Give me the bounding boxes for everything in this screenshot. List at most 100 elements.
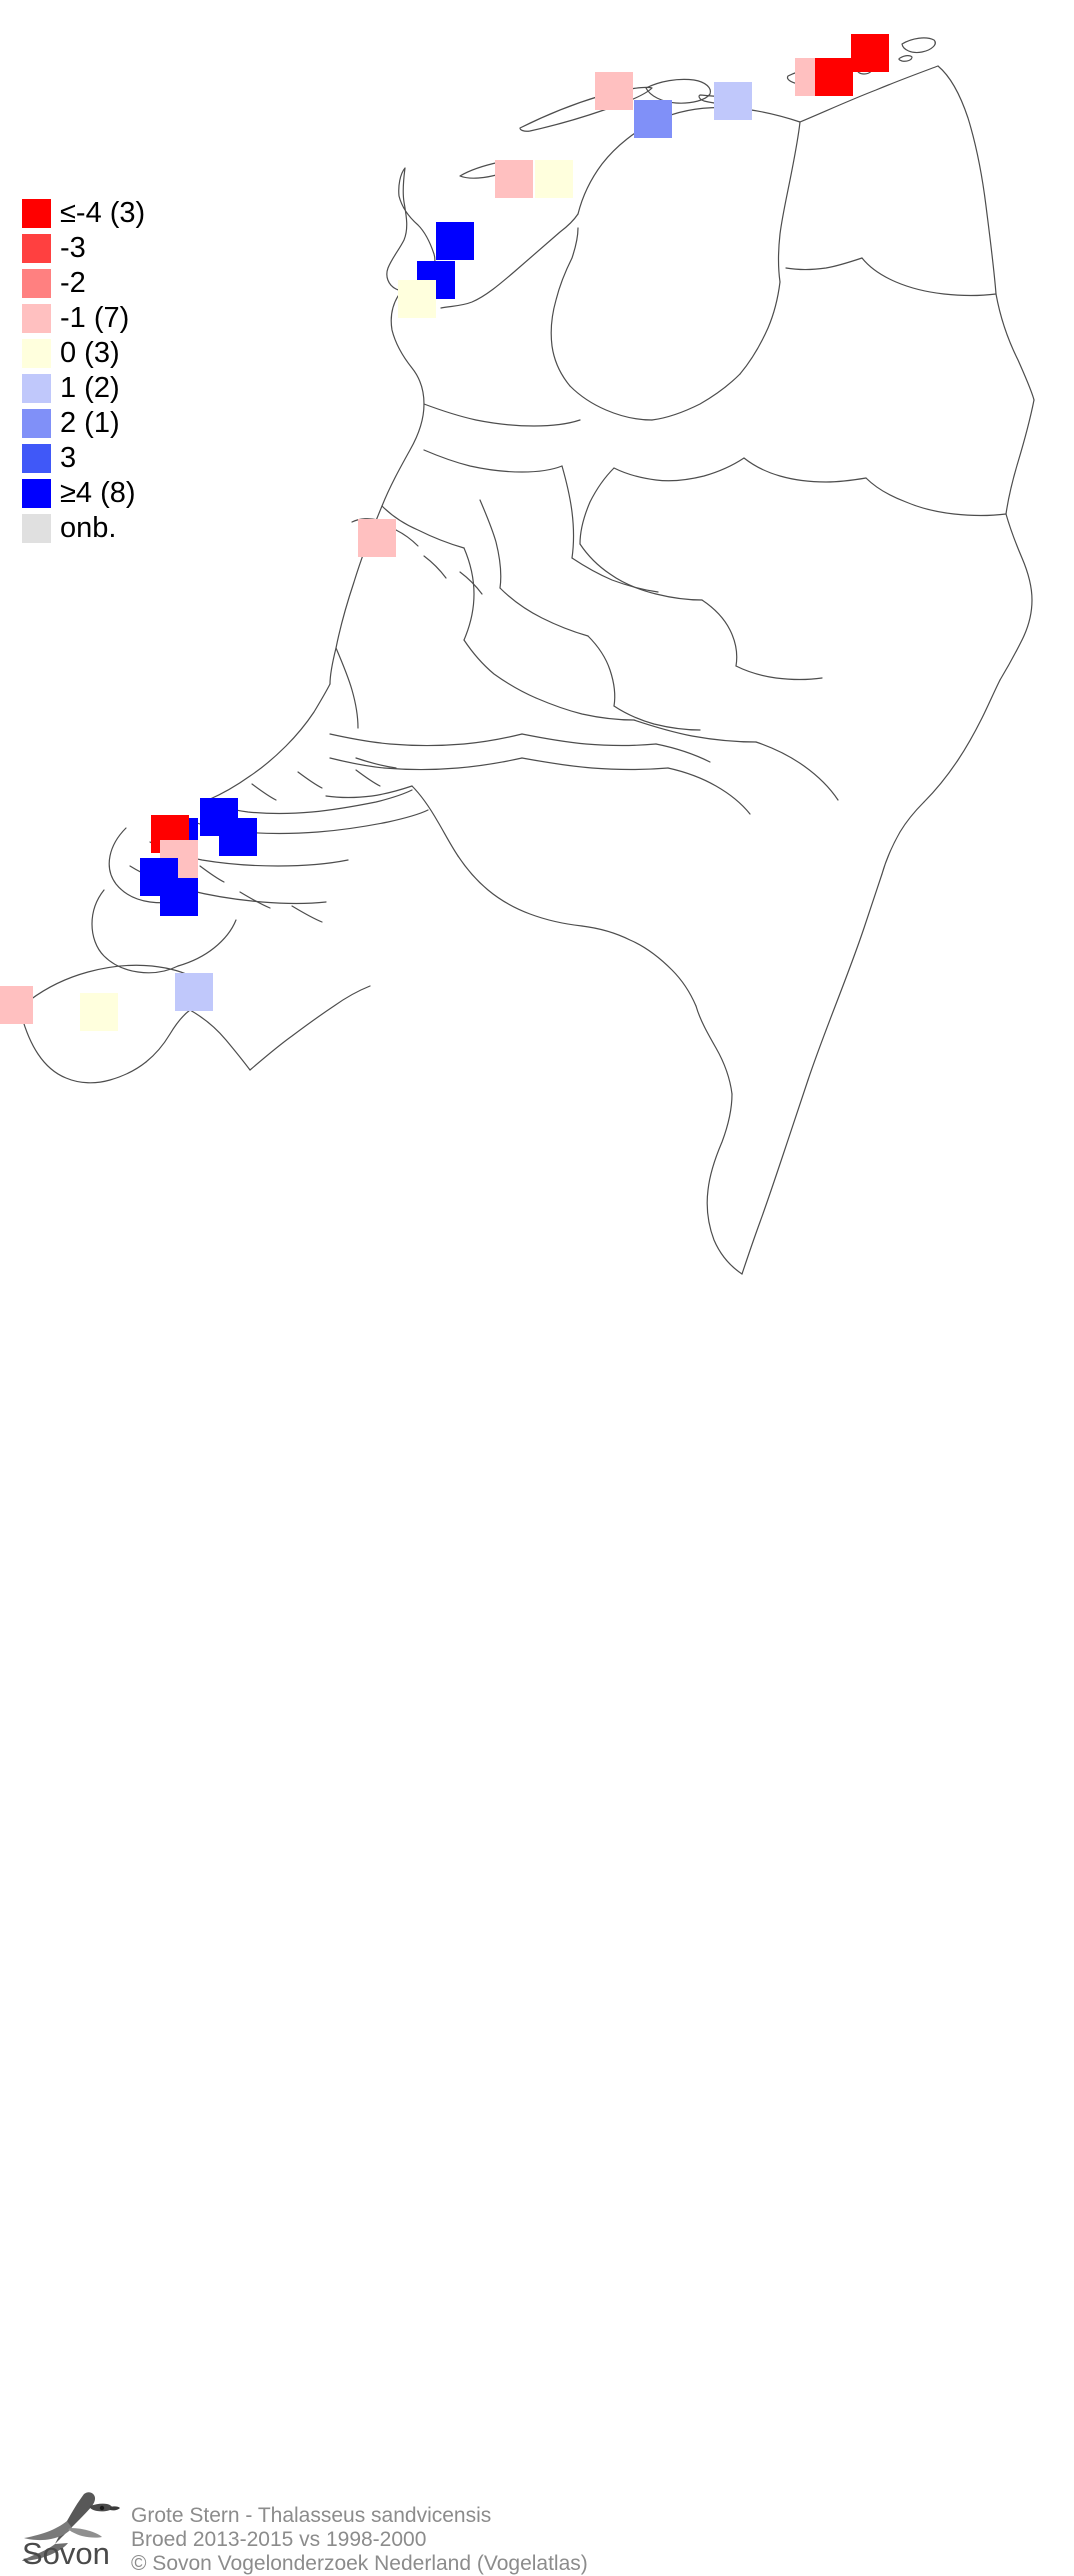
legend-row-1: -1 (7): [22, 301, 212, 336]
grid-cell-1: [0, 986, 33, 1024]
border-east-achterhoek: [923, 679, 1001, 803]
border-friesland-drenthe: [739, 281, 781, 375]
grid-cell-0: [398, 280, 436, 318]
zeeuws-vlaanderen-south: [19, 1009, 147, 1084]
legend-row-onb: onb.: [22, 511, 212, 546]
legend-swatch-icon: [22, 304, 51, 333]
caption-species: Grote Stern - Thalasseus sandvicensis: [131, 2504, 492, 2527]
legend-row-0: 0 (3): [22, 336, 212, 371]
rivers-maas-waal-2: [755, 741, 839, 801]
border-utrecht-zuidholland-2: [499, 587, 589, 637]
border-groningen-drenthe: [861, 257, 997, 297]
detail-haarlem: [395, 529, 419, 547]
border-east-limburg-north: [881, 801, 925, 875]
legend-row-3: 3: [22, 441, 212, 476]
ijsselmeer-west: [550, 227, 579, 387]
border-noordholland-flevoland: [423, 403, 581, 427]
border-gelderland-overijssel: [735, 665, 823, 681]
legend-label: 2 (1): [60, 407, 120, 439]
island-small-b: [901, 37, 936, 54]
legend-swatch-icon: [22, 409, 51, 438]
border-utrecht-zuidholland: [479, 499, 502, 589]
coast-delta-outer: [207, 683, 331, 801]
detail-small-3: [251, 783, 277, 801]
coast-holland-dunes: [335, 647, 359, 729]
border-east-drenthe: [1005, 399, 1035, 515]
island-terschelling: [519, 86, 653, 132]
legend-row-2: 2 (1): [22, 406, 212, 441]
legend-row-4: ≥4 (8): [22, 476, 212, 511]
legend-label: ≤-4 (3): [60, 197, 146, 229]
footer: Sovon Grote Stern - Thalasseus sandvicen…: [0, 1240, 1074, 2575]
border-utrecht-gelderland: [571, 557, 659, 593]
legend-label: -2: [60, 267, 86, 299]
border-east-overijssel: [999, 513, 1033, 681]
legend: ≤-4 (3) -3 -2 -1 (7) 0 (3) 1 (2) 2 (1) 3 ≥4 (8) o…: [22, 196, 212, 546]
border-friesland-groningen: [777, 121, 801, 283]
coast-groningen-north: [799, 65, 939, 123]
border-zuidholland-inner: [463, 547, 475, 641]
map-caption: Grote Stern - Thalasseus sandvicensis Br…: [131, 2504, 588, 2576]
border-overijssel-flevoland: [613, 457, 745, 482]
legend-swatch-icon: [22, 374, 51, 403]
sovon-brand-text: Sovon: [22, 2536, 110, 2571]
border-utrecht-flevoland: [561, 465, 575, 559]
legend-row-3: -3: [22, 231, 212, 266]
river-rhine-south-3: [667, 767, 751, 815]
legend-swatch-icon: [22, 339, 51, 368]
border-flevoland-west: [701, 599, 738, 667]
border-zuidholland-gelderland: [613, 705, 701, 731]
detail-rivers-ne: [459, 571, 483, 595]
border-limburg-west-upper: [695, 1005, 733, 1095]
zeeuws-vlaanderen-coast: [29, 964, 195, 1001]
border-brabant-south: [457, 855, 583, 927]
grid-cell-4: [160, 878, 198, 916]
detail-small-6: [291, 905, 323, 923]
detail-small-1: [355, 769, 381, 787]
legend-swatch-icon: [22, 269, 51, 298]
border-groningen-drenthe-2: [785, 257, 863, 271]
border-drenthe-overijssel: [865, 477, 1007, 517]
legend-label: ≥4 (8): [60, 477, 136, 509]
grid-cell-1: [495, 160, 533, 198]
grid-cell-0: [535, 160, 573, 198]
border-friesland-ijsselmeer: [569, 385, 653, 421]
border-flevoland-noordoost: [579, 467, 615, 545]
legend-label: 1 (2): [60, 372, 120, 404]
border-limburg-south: [741, 1079, 809, 1275]
detail-small-4: [199, 865, 225, 883]
grid-cell-1: [595, 72, 633, 110]
border-gelderland-brabant-rivers: [535, 697, 635, 721]
border-drenthe-overijssel-2: [743, 457, 867, 483]
legend-row-2: -2: [22, 266, 212, 301]
legend-swatch-icon: [22, 514, 51, 543]
legend-row-4: ≤-4 (3): [22, 196, 212, 231]
legend-label: 3: [60, 442, 77, 474]
border-zuidholland-noordbrabant: [381, 505, 465, 549]
coast-groningen-east: [937, 65, 997, 295]
legend-label: 0 (3): [60, 337, 120, 369]
grid-cell-1: [175, 973, 213, 1011]
rotterdam-waterway: [355, 757, 397, 769]
rivers-maas-waal: [633, 719, 757, 743]
coast-noord-holland: [329, 295, 425, 685]
map-root: ≤-4 (3) -3 -2 -1 (7) 0 (3) 1 (2) 2 (1) 3 ≥4 (8) o…: [0, 34, 1074, 2575]
grid-cell-1: [714, 82, 752, 120]
grid-cell-4: [851, 34, 889, 72]
detail-rivers-nw: [423, 555, 447, 579]
grid-cell-2: [634, 100, 672, 138]
grid-cell-1: [358, 519, 396, 557]
grid-cell-4: [219, 818, 257, 856]
legend-row-1: 1 (2): [22, 371, 212, 406]
grid-cell-4: [815, 58, 853, 96]
legend-label: -3: [60, 232, 86, 264]
detail-small-2: [297, 771, 323, 789]
afsluitdijk: [440, 213, 579, 309]
legend-swatch-icon: [22, 199, 51, 228]
border-brabant-south-west: [411, 785, 459, 857]
river-branch-b: [521, 733, 657, 747]
detail-small-5: [239, 891, 271, 909]
border-noordholland-utrecht: [423, 449, 563, 473]
border-zuidholland-utrecht-3: [587, 635, 616, 707]
caption-copyright: © Sovon Vogelonderzoek Nederland (Vogela…: [131, 2552, 588, 2575]
